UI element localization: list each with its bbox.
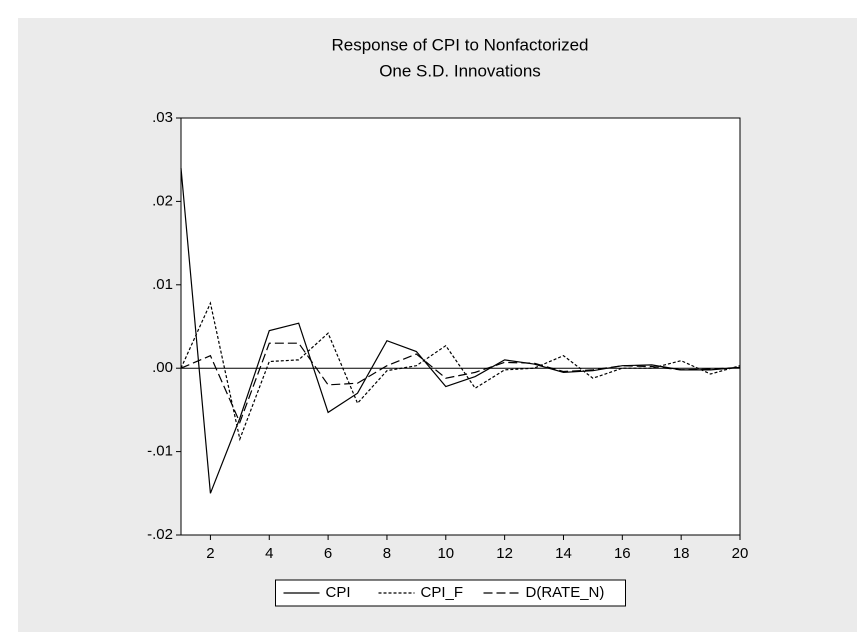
chart-subtitle: One S.D. Innovations [379,61,541,80]
chart-title: Response of CPI to Nonfactorized [331,35,588,54]
y-tick-label: .02 [152,192,173,209]
legend-label: CPI_F [421,584,464,601]
x-tick-label: 18 [673,545,690,562]
x-tick-label: 14 [555,545,572,562]
x-tick-label: 10 [437,545,454,562]
x-tick-label: 16 [614,545,631,562]
legend-box [275,579,626,607]
legend-label: CPI [326,584,351,601]
plot-area [180,117,741,536]
x-tick-label: 6 [324,545,332,562]
y-tick-label: .03 [152,109,173,126]
x-tick-label: 8 [383,545,391,562]
x-tick-label: 2 [206,545,214,562]
x-tick-label: 12 [496,545,513,562]
series-line [180,167,741,494]
y-tick-label: -.01 [147,443,173,460]
x-tick-label: 20 [732,545,749,562]
y-tick-label: .01 [152,276,173,293]
y-tick-label: -.02 [147,526,173,543]
series-line [180,342,741,425]
x-tick-label: 4 [265,545,273,562]
y-tick-label: .00 [152,359,173,376]
legend-label: D(RATE_N) [526,584,605,601]
